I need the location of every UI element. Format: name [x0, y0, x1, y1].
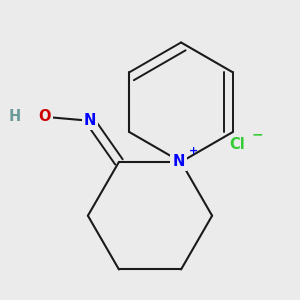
Text: N: N [172, 154, 185, 169]
Text: N: N [84, 113, 96, 128]
Text: −: − [252, 128, 263, 142]
Text: H: H [9, 110, 21, 124]
Text: O: O [39, 110, 51, 124]
Text: +: + [188, 146, 198, 156]
Text: Cl: Cl [229, 136, 245, 152]
